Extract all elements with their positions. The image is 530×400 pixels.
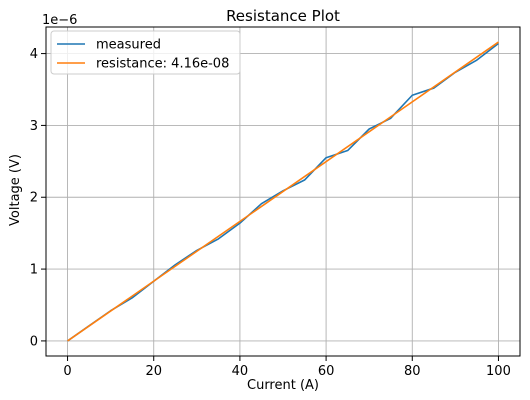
axis-ticks: 0 20 40 60 80 100 0 1 2 3 4: [30, 47, 511, 379]
x-tick-label: 40: [232, 364, 249, 379]
y-tick-label: 1: [30, 263, 38, 278]
plot-frame: [45, 26, 521, 357]
x-tick-label: 80: [404, 364, 421, 379]
series-layer: [67, 41, 499, 342]
x-axis-label: Current (A): [247, 378, 319, 393]
x-tick-label: 60: [318, 364, 335, 379]
y-axis-label: Voltage (V): [8, 154, 23, 226]
x-tick-label: 0: [63, 364, 71, 379]
y-tick-label: 0: [30, 334, 38, 349]
legend-box: [50, 30, 241, 75]
y-tick-label: 2: [30, 191, 38, 206]
legend-label: measured: [96, 38, 161, 53]
y-axis-offset-text: 1e−6: [42, 13, 77, 28]
chart-title: Resistance Plot: [226, 7, 340, 25]
legend-label: resistance: 4.16e-08: [96, 57, 229, 72]
x-tick-label: 20: [145, 364, 162, 379]
y-tick-label: 4: [30, 47, 38, 62]
x-tick-label: 100: [486, 364, 511, 379]
y-tick-label: 3: [30, 119, 38, 134]
legend: measured resistance: 4.16e-08: [50, 30, 241, 75]
series-line-1: [67, 41, 499, 342]
